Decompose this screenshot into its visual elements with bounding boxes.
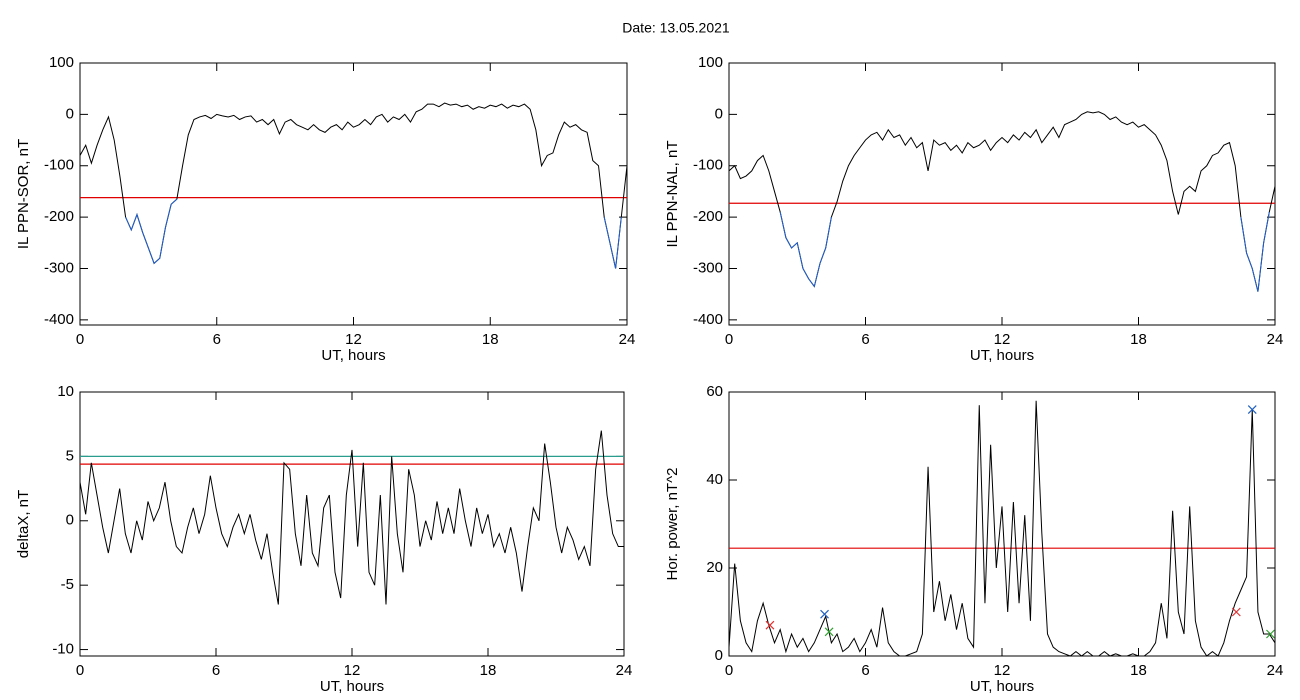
x-tick-label: 12 <box>994 331 1011 348</box>
x-tick-label: 6 <box>212 662 220 679</box>
y-tick-label: 100 <box>49 54 74 71</box>
below-threshold-line <box>603 217 622 269</box>
y-tick-label: 20 <box>706 559 723 576</box>
y-tick-label: -100 <box>44 157 74 174</box>
y-tick-label: -200 <box>693 208 723 225</box>
y-axis-label: IL PPN-SOR, nT <box>15 139 32 249</box>
y-tick-label: 0 <box>715 647 723 664</box>
y-axis-label: deltaX, nT <box>15 490 32 558</box>
y-tick-label: 5 <box>66 447 74 464</box>
marker <box>824 627 834 637</box>
marker <box>1247 405 1257 415</box>
y-tick-label: -100 <box>693 157 723 174</box>
y-tick-label: -400 <box>693 311 723 328</box>
series-line <box>79 430 624 605</box>
x-tick-label: 24 <box>619 331 636 348</box>
x-axis-label: UT, hours <box>970 678 1034 695</box>
marker <box>765 620 775 630</box>
x-tick-label: 0 <box>76 331 84 348</box>
below-threshold-line <box>779 211 832 288</box>
x-tick-label: 0 <box>725 662 733 679</box>
x-tick-label: 0 <box>76 662 84 679</box>
x-tick-label: 0 <box>725 331 733 348</box>
marker <box>1266 629 1275 639</box>
plot-frame <box>79 391 625 657</box>
y-tick-label: 100 <box>698 54 723 71</box>
y-tick-label: 40 <box>706 471 723 488</box>
x-tick-label: 18 <box>1130 662 1147 679</box>
x-tick-label: 18 <box>482 331 499 348</box>
plot-frame <box>79 62 628 326</box>
y-tick-label: -200 <box>44 208 74 225</box>
x-tick-label: 12 <box>344 662 361 679</box>
y-tick-label: -300 <box>693 259 723 276</box>
marker <box>1231 607 1241 617</box>
series-line <box>728 400 1276 657</box>
below-threshold-line <box>125 198 178 265</box>
x-axis-label: UT, hours <box>321 347 385 364</box>
x-tick-label: 12 <box>345 331 362 348</box>
y-tick-label: 10 <box>57 383 74 400</box>
x-tick-label: 6 <box>861 331 869 348</box>
x-tick-label: 18 <box>1130 331 1147 348</box>
x-tick-label: 24 <box>1267 331 1284 348</box>
series-line <box>728 111 1276 292</box>
y-tick-label: -5 <box>61 576 74 593</box>
x-tick-label: 6 <box>213 331 221 348</box>
y-tick-label: 0 <box>66 105 74 122</box>
figure-title: Date: 13.05.2021 <box>622 20 730 36</box>
x-tick-label: 12 <box>994 662 1011 679</box>
marker <box>820 609 829 619</box>
x-axis-label: UT, hours <box>320 678 384 695</box>
y-tick-label: -400 <box>44 311 74 328</box>
y-tick-label: -10 <box>52 641 74 658</box>
y-tick-label: -300 <box>44 259 74 276</box>
x-tick-label: 24 <box>1267 662 1284 679</box>
plot-frame <box>728 391 1276 657</box>
y-tick-label: 60 <box>706 383 723 400</box>
y-axis-label: Hor. power, nT^2 <box>664 468 681 581</box>
y-tick-label: 0 <box>66 512 74 529</box>
below-threshold-line <box>1240 211 1270 292</box>
plot-frame <box>728 62 1276 326</box>
x-tick-label: 18 <box>480 662 497 679</box>
y-tick-label: 0 <box>715 105 723 122</box>
x-tick-label: 6 <box>861 662 869 679</box>
x-axis-label: UT, hours <box>970 347 1034 364</box>
y-axis-label: IL PPN-NAL, nT <box>664 141 681 248</box>
x-tick-label: 24 <box>616 662 633 679</box>
